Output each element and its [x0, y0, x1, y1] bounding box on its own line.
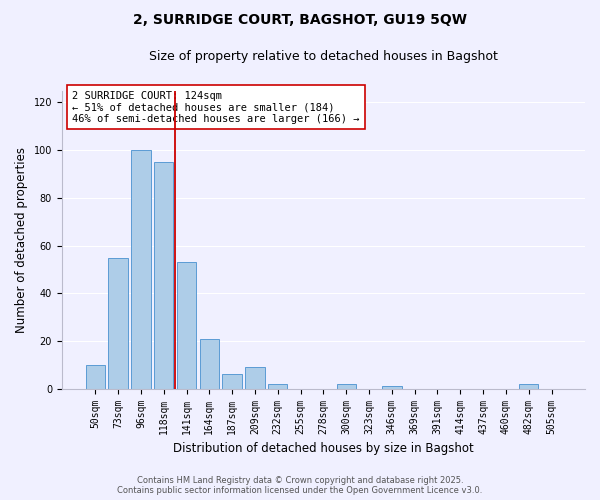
Bar: [109, 258, 128, 388]
Bar: [519, 384, 538, 388]
Bar: [268, 384, 287, 388]
Bar: [223, 374, 242, 388]
X-axis label: Distribution of detached houses by size in Bagshot: Distribution of detached houses by size …: [173, 442, 474, 455]
Y-axis label: Number of detached properties: Number of detached properties: [15, 146, 28, 332]
Text: 2 SURRIDGE COURT: 124sqm
← 51% of detached houses are smaller (184)
46% of semi-: 2 SURRIDGE COURT: 124sqm ← 51% of detach…: [72, 90, 360, 124]
Bar: [86, 365, 105, 388]
Bar: [200, 338, 219, 388]
Bar: [337, 384, 356, 388]
Bar: [131, 150, 151, 388]
Bar: [382, 386, 401, 388]
Text: Contains HM Land Registry data © Crown copyright and database right 2025.
Contai: Contains HM Land Registry data © Crown c…: [118, 476, 482, 495]
Bar: [154, 162, 173, 388]
Bar: [245, 367, 265, 388]
Bar: [177, 262, 196, 388]
Text: 2, SURRIDGE COURT, BAGSHOT, GU19 5QW: 2, SURRIDGE COURT, BAGSHOT, GU19 5QW: [133, 12, 467, 26]
Title: Size of property relative to detached houses in Bagshot: Size of property relative to detached ho…: [149, 50, 498, 63]
